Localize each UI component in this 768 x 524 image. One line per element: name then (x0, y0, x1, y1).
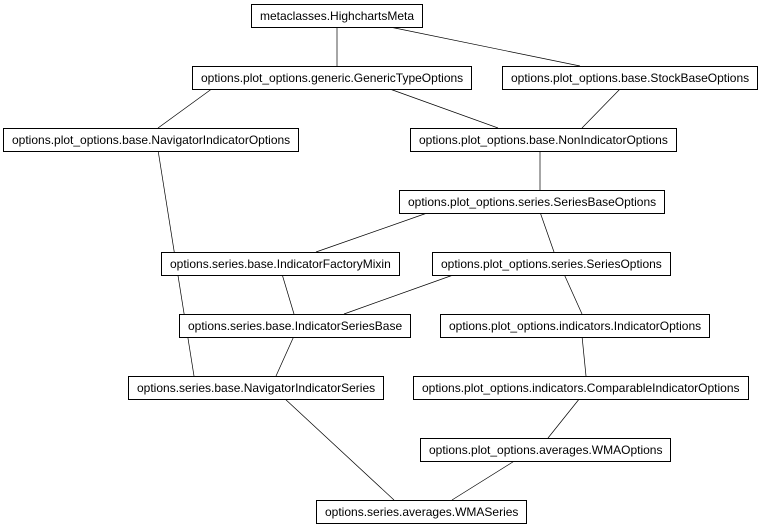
class-node-label: options.plot_options.base.NavigatorIndic… (12, 133, 290, 147)
class-node-label: metaclasses.HighchartsMeta (260, 9, 414, 23)
inheritance-edge (316, 212, 430, 252)
class-node-label: options.series.base.IndicatorSeriesBase (188, 319, 402, 333)
class-node: options.plot_options.base.StockBaseOptio… (502, 66, 758, 90)
class-node-label: options.series.base.NavigatorIndicatorSe… (137, 381, 375, 395)
inheritance-edge (282, 274, 294, 314)
inheritance-edge (284, 398, 394, 500)
class-node-label: options.plot_options.series.SeriesBaseOp… (408, 195, 656, 209)
inheritance-edge (276, 336, 294, 376)
class-node: options.series.base.IndicatorSeriesBase (179, 314, 411, 338)
class-node: options.plot_options.indicators.Comparab… (413, 376, 749, 400)
inheritance-edge (385, 26, 580, 66)
inheritance-edge (387, 88, 498, 128)
class-node: options.plot_options.indicators.Indicato… (440, 314, 710, 338)
inheritance-edge (540, 212, 554, 252)
class-node: options.plot_options.series.SeriesBaseOp… (399, 190, 665, 214)
inheritance-edge (582, 88, 621, 128)
class-node: options.plot_options.base.NonIndicatorOp… (410, 128, 677, 152)
inheritance-edge (158, 88, 213, 128)
inheritance-edge (564, 274, 582, 314)
class-node: metaclasses.HighchartsMeta (251, 4, 423, 28)
class-node-label: options.plot_options.base.NonIndicatorOp… (419, 133, 668, 147)
inheritance-edge (344, 274, 456, 314)
class-node-label: options.series.base.IndicatorFactoryMixi… (170, 257, 391, 271)
class-node: options.plot_options.averages.WMAOptions (420, 438, 671, 462)
class-node: options.plot_options.generic.GenericType… (192, 66, 472, 90)
class-node-label: options.plot_options.averages.WMAOptions (429, 443, 662, 457)
class-hierarchy-diagram: metaclasses.HighchartsMeta options.plot_o… (0, 0, 768, 524)
class-node-label: options.plot_options.indicators.Indicato… (449, 319, 701, 333)
class-node: options.series.averages.WMASeries (316, 500, 527, 524)
inheritance-edge (582, 336, 586, 376)
class-node: options.series.base.IndicatorFactoryMixi… (161, 252, 400, 276)
class-node: options.series.base.NavigatorIndicatorSe… (128, 376, 384, 400)
inheritance-edge (548, 398, 580, 438)
class-node-label: options.plot_options.generic.GenericType… (201, 71, 463, 85)
class-node-label: options.plot_options.base.StockBaseOptio… (511, 71, 749, 85)
class-node: options.plot_options.series.SeriesOption… (432, 252, 671, 276)
class-node-label: options.plot_options.indicators.Comparab… (422, 381, 740, 395)
class-node: options.plot_options.base.NavigatorIndic… (3, 128, 299, 152)
inheritance-edge (452, 460, 516, 500)
class-node-label: options.plot_options.series.SeriesOption… (441, 257, 662, 271)
class-node-label: options.series.averages.WMASeries (325, 505, 518, 519)
